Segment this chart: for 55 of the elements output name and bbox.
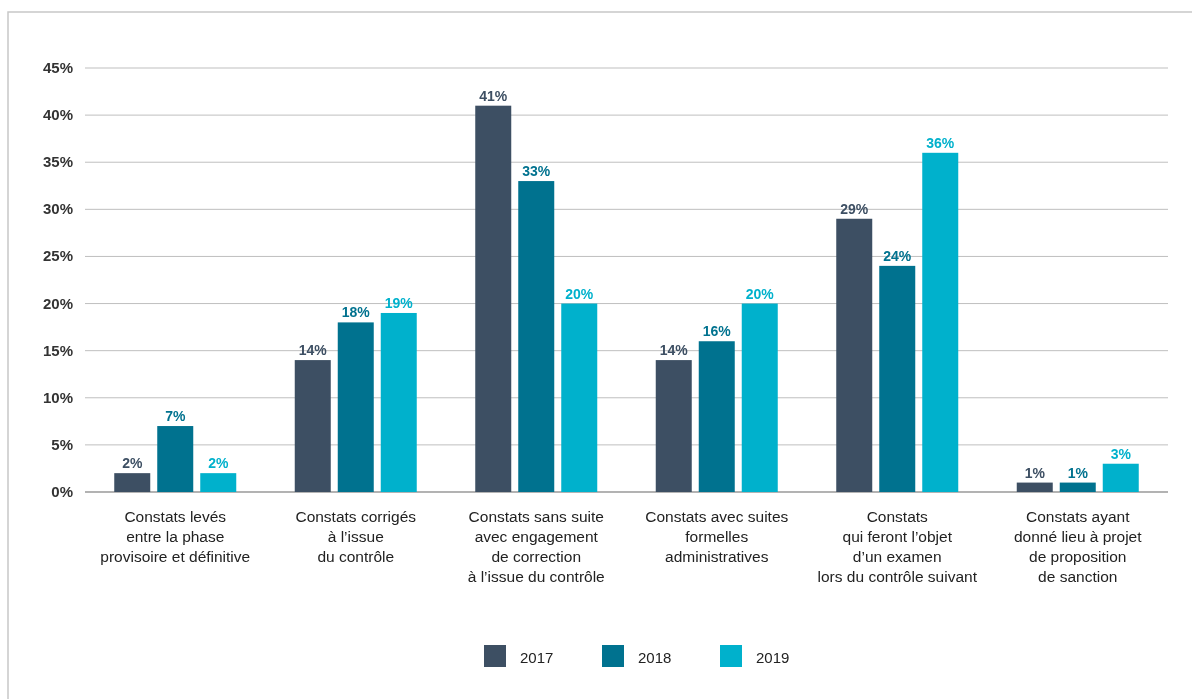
bar xyxy=(294,360,331,492)
y-tick-label: 20% xyxy=(42,294,73,312)
x-tick-label: Constats avec suites formelles administratives xyxy=(645,508,789,565)
y-tick-label: 40% xyxy=(42,106,73,124)
data-label: 20% xyxy=(745,285,775,302)
x-tick-label: Constats corrigés à l’issue du contrôle xyxy=(295,508,417,565)
y-tick-label: 30% xyxy=(42,200,73,218)
x-tick-label: Constats ayant donné lieu à projet de proposition de sanction xyxy=(1013,508,1143,585)
data-label: 20% xyxy=(565,285,594,302)
bar xyxy=(655,360,692,492)
data-label: 19% xyxy=(384,294,414,311)
data-label: 2% xyxy=(122,455,143,472)
bar xyxy=(1059,482,1096,492)
x-tick-label: Constats qui feront l’objet d’un examen lors du contrôle suivant xyxy=(817,508,978,585)
y-tick-label: 0% xyxy=(51,483,73,500)
bar xyxy=(561,303,598,492)
data-label: 16% xyxy=(702,323,732,340)
data-label: 18% xyxy=(341,304,371,321)
data-label: 14% xyxy=(298,342,328,359)
data-label: 3% xyxy=(1110,445,1132,462)
bar xyxy=(698,341,735,492)
bar xyxy=(836,218,873,492)
data-label: 36% xyxy=(926,134,955,151)
bar xyxy=(741,303,778,492)
y-tick-label: 10% xyxy=(42,388,73,406)
y-tick-label: 25% xyxy=(42,247,73,265)
data-label: 2% xyxy=(208,455,229,472)
bar xyxy=(380,312,417,492)
data-label: 1% xyxy=(1067,464,1089,481)
bar xyxy=(157,426,194,492)
y-tick-label: 15% xyxy=(42,341,73,359)
data-label: 29% xyxy=(840,200,869,217)
bar xyxy=(922,152,959,492)
x-tick-label: Constats sans suite avec engagement de correction à l’issue du contrôle xyxy=(467,508,605,585)
legend-label: 2018 xyxy=(638,649,672,666)
bar xyxy=(114,473,151,492)
bar xyxy=(879,265,916,492)
y-tick-label: 35% xyxy=(42,153,73,171)
bar xyxy=(475,105,512,492)
bar xyxy=(1016,482,1053,492)
legend-label: 2019 xyxy=(756,649,790,666)
bar xyxy=(518,181,555,492)
data-label: 33% xyxy=(522,163,551,180)
data-label: 24% xyxy=(883,247,912,264)
bar xyxy=(337,322,374,492)
bar xyxy=(200,473,237,492)
data-label: 7% xyxy=(165,408,186,425)
data-label: 14% xyxy=(659,342,689,359)
data-label: 41% xyxy=(479,87,508,104)
x-tick-label: Constats levés entre la phase provisoire et définitive xyxy=(100,508,251,565)
legend-label: 2017 xyxy=(520,649,554,666)
data-label: 1% xyxy=(1024,464,1046,481)
y-tick-label: 45% xyxy=(42,59,73,76)
y-tick-label: 5% xyxy=(51,435,73,453)
bar xyxy=(1102,463,1139,492)
